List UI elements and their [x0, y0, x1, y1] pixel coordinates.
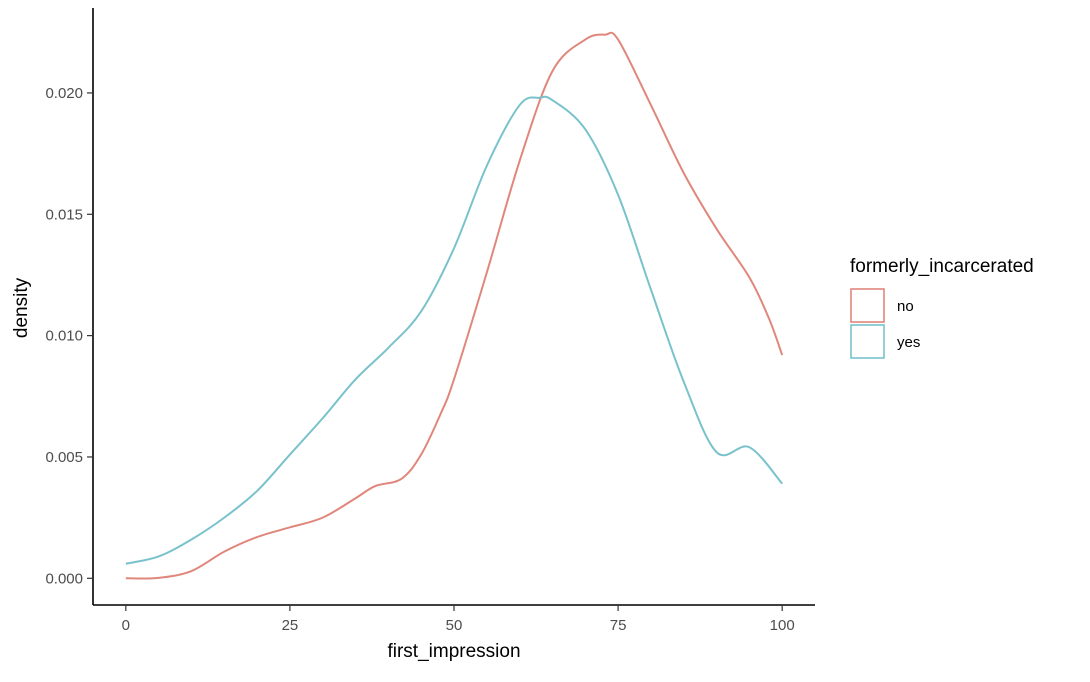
legend-key-no	[850, 288, 885, 323]
y-tick-label: 0.015	[45, 206, 83, 223]
legend: formerly_incarcerated no yes	[850, 256, 1034, 359]
legend-title: formerly_incarcerated	[850, 256, 1034, 277]
legend-label-yes: yes	[897, 334, 920, 351]
legend-label-no: no	[897, 298, 914, 315]
y-axis-title: density	[11, 277, 32, 338]
axes: 0 25 50 75 100 0.000 0.005 0.010 0.015 0.020	[45, 8, 815, 634]
x-tick-label: 75	[610, 617, 627, 634]
x-axis-title: first_impression	[387, 641, 520, 662]
x-tick-label: 25	[282, 617, 299, 634]
y-tick-label: 0.005	[45, 449, 83, 466]
legend-key-yes	[850, 324, 885, 359]
x-tick-label: 50	[446, 617, 463, 634]
y-tick-label: 0.000	[45, 570, 83, 587]
series-line-yes	[125, 95, 783, 565]
y-tick-label: 0.010	[45, 328, 83, 345]
y-tick-label: 0.020	[45, 85, 83, 102]
legend-items: no yes	[850, 288, 920, 359]
plot-area	[125, 31, 784, 580]
x-tick-label: 0	[122, 617, 130, 634]
series-line-no	[125, 31, 784, 580]
x-tick-label: 100	[770, 617, 795, 634]
